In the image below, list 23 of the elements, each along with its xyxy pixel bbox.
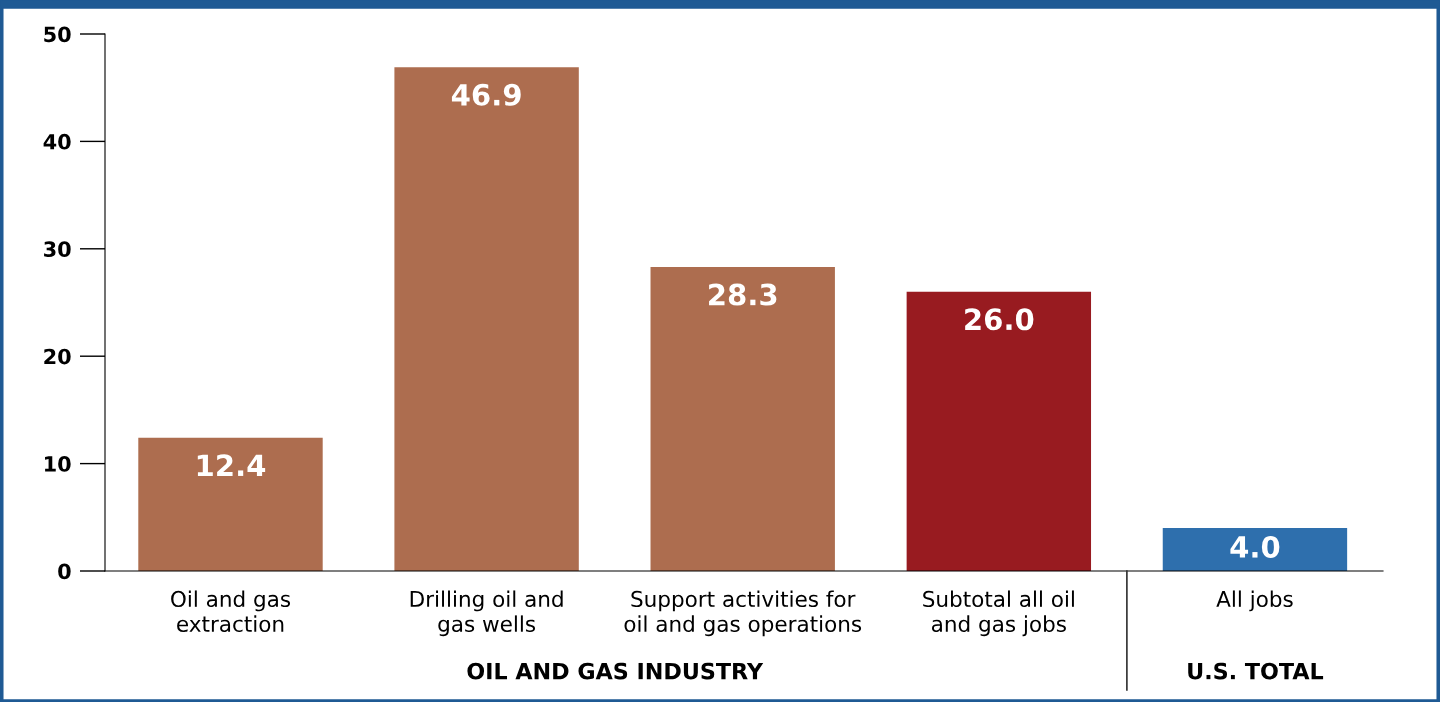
data-label: 4.0 bbox=[1230, 535, 1280, 558]
x-tick-label: Drilling oil and gas wells bbox=[410, 590, 563, 637]
text: OIL AND GAS INDUSTRY bbox=[467, 662, 764, 680]
y-tick-label: 0 bbox=[58, 563, 71, 580]
x-tick-label: All jobs bbox=[1216, 590, 1293, 612]
y-tick-label: 50 bbox=[44, 26, 71, 43]
data-label: 28.3 bbox=[709, 283, 777, 306]
data-label: 46.9 bbox=[451, 83, 521, 106]
y-tick-label: 20 bbox=[44, 348, 71, 365]
x-tick-label: Support activities for oil and gas operations bbox=[624, 590, 862, 637]
bar bbox=[1162, 528, 1348, 571]
text: U.S. TOTAL bbox=[1188, 662, 1324, 680]
x-tick-label: Oil and gas extraction bbox=[171, 590, 291, 633]
bar bbox=[138, 437, 323, 571]
bar bbox=[906, 291, 1092, 571]
bar bbox=[394, 67, 579, 571]
y-tick-label: 30 bbox=[44, 241, 71, 258]
data-label: 12.4 bbox=[197, 454, 266, 476]
bar bbox=[650, 267, 835, 571]
x-tick-label: Subtotal all oil and gas jobs bbox=[923, 590, 1074, 637]
data-label: 26.0 bbox=[965, 308, 1034, 331]
y-tick-label: 10 bbox=[45, 456, 71, 472]
y-tick-label: 40 bbox=[43, 133, 71, 150]
